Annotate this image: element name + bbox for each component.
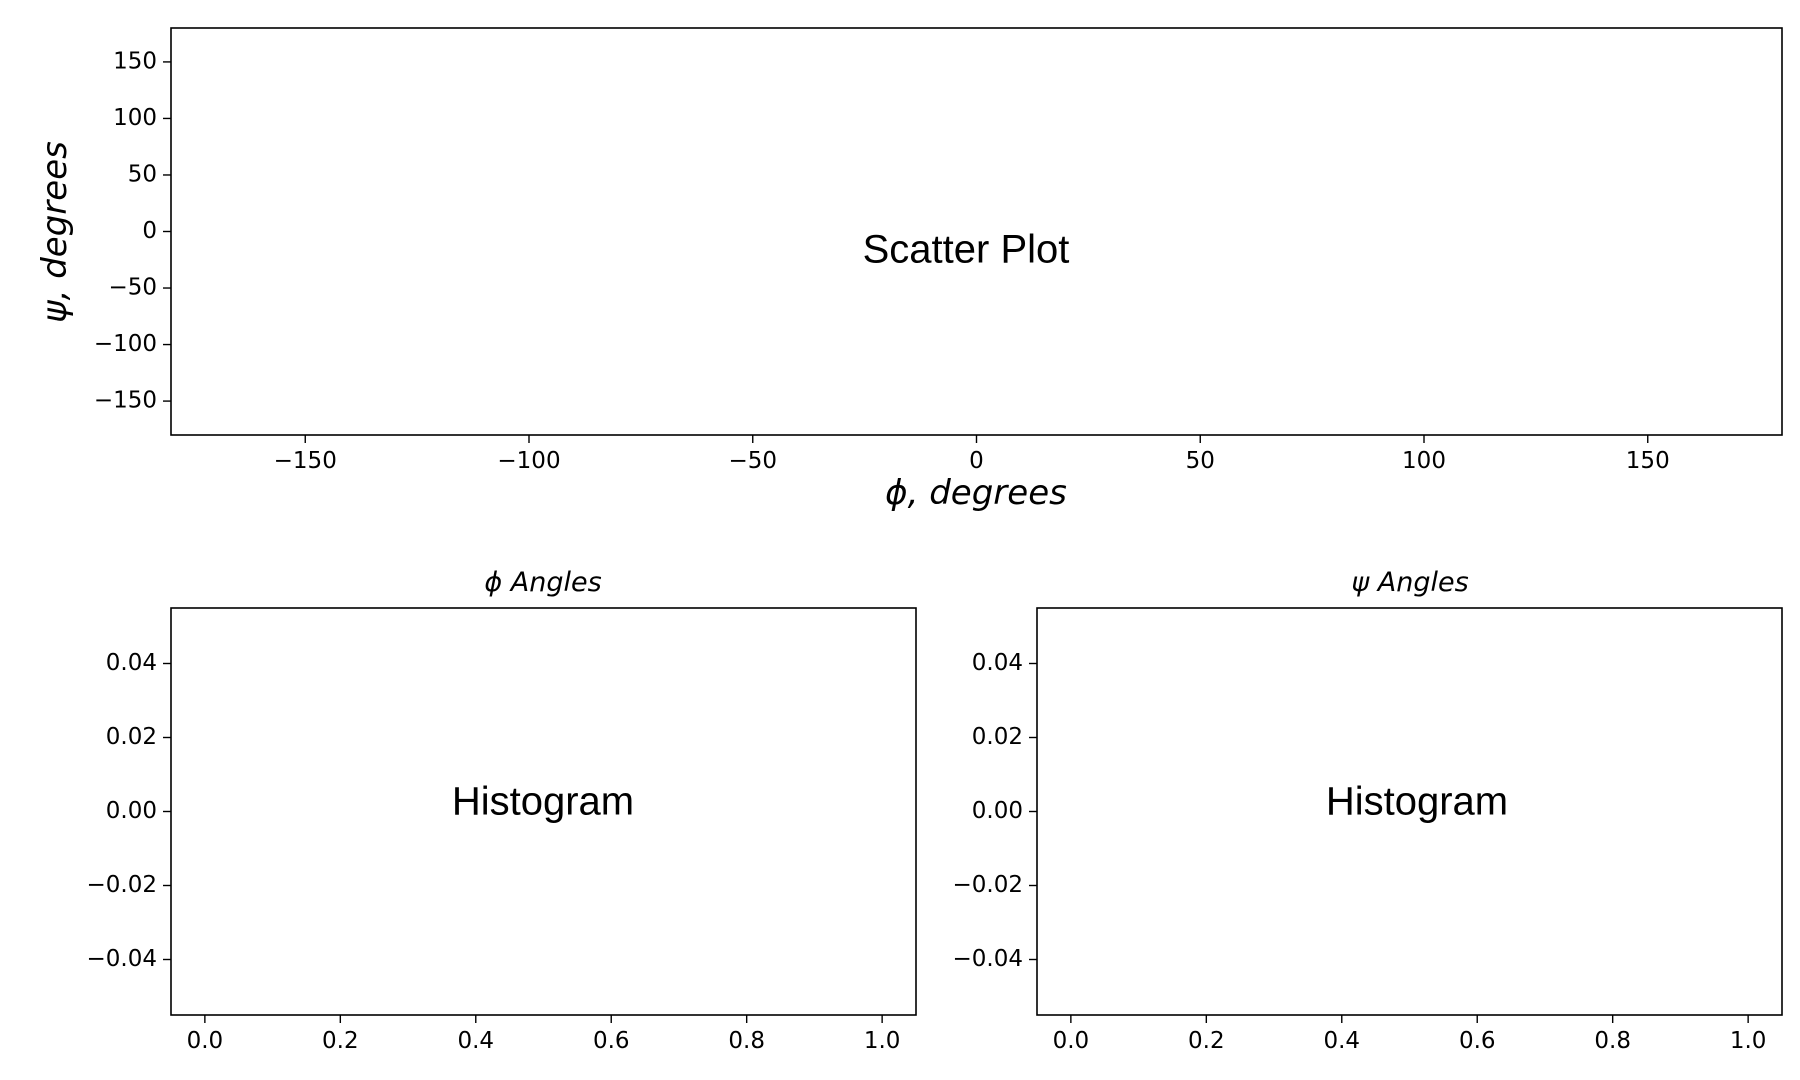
psi-histogram-title: ψ Angles: [1351, 567, 1468, 598]
scatter-y-tick-label: 150: [113, 48, 157, 74]
psi-histogram-x-tick-label: 0.4: [1323, 1028, 1360, 1054]
scatter-x-tick-label: 100: [1402, 448, 1446, 474]
phi-histogram-y-ticks: −0.04 −0.02 0.00 0.02 0.04: [87, 650, 171, 972]
psi-histogram-panel: ψ Angles 0.0 0.2 0.4 0.6 0.8 1.0 −0.04 −0.02 0.…: [953, 567, 1783, 1054]
scatter-y-tick-label: 0: [142, 218, 157, 244]
scatter-y-ticks: −150 −100 −50 0 50 100 150: [94, 48, 171, 414]
scatter-y-tick-label: −100: [94, 331, 157, 357]
scatter-panel: −150 −100 −50 0 50 100 150 −150 −100 −50 0 50 100 15…: [35, 27, 1783, 513]
scatter-y-tick-label: −150: [94, 388, 157, 414]
psi-histogram-y-tick-label: 0.00: [972, 798, 1023, 824]
psi-histogram-x-tick-label: 0.0: [1053, 1028, 1090, 1054]
psi-histogram-y-tick-label: −0.02: [953, 872, 1023, 898]
scatter-y-tick-label: 50: [128, 161, 157, 187]
psi-histogram-x-tick-label: 1.0: [1730, 1028, 1767, 1054]
psi-histogram-y-tick-label: 0.04: [972, 650, 1023, 676]
phi-histogram-y-tick-label: −0.02: [87, 872, 157, 898]
phi-histogram-x-tick-label: 0.0: [187, 1028, 224, 1054]
psi-histogram-y-ticks: −0.04 −0.02 0.00 0.02 0.04: [953, 650, 1037, 972]
scatter-y-tick-label: −50: [108, 275, 157, 301]
phi-histogram-y-tick-label: 0.00: [106, 798, 157, 824]
scatter-x-ticks: −150 −100 −50 0 50 100 150: [274, 435, 1670, 474]
psi-histogram-x-tick-label: 0.6: [1459, 1028, 1496, 1054]
phi-histogram-x-tick-label: 1.0: [864, 1028, 901, 1054]
phi-histogram-y-tick-label: 0.02: [106, 724, 157, 750]
scatter-x-tick-label: 50: [1186, 448, 1215, 474]
phi-histogram-annotation: Histogram: [452, 780, 634, 824]
psi-histogram-y-tick-label: 0.02: [972, 724, 1023, 750]
phi-histogram-x-ticks: 0.0 0.2 0.4 0.6 0.8 1.0: [187, 1015, 901, 1054]
scatter-x-tick-label: −50: [728, 448, 777, 474]
scatter-plot-annotation: Scatter Plot: [863, 228, 1070, 272]
psi-histogram-x-tick-label: 0.8: [1594, 1028, 1631, 1054]
psi-histogram-y-tick-label: −0.04: [953, 946, 1023, 972]
scatter-x-tick-label: −100: [497, 448, 560, 474]
scatter-y-tick-label: 100: [113, 105, 157, 131]
phi-histogram-x-tick-label: 0.4: [457, 1028, 494, 1054]
phi-histogram-y-tick-label: −0.04: [87, 946, 157, 972]
psi-histogram-x-tick-label: 0.2: [1188, 1028, 1225, 1054]
psi-histogram-x-ticks: 0.0 0.2 0.4 0.6 0.8 1.0: [1053, 1015, 1767, 1054]
phi-histogram-x-tick-label: 0.6: [593, 1028, 630, 1054]
scatter-x-tick-label: 150: [1626, 448, 1670, 474]
scatter-y-axis-label: ψ, degrees: [35, 141, 75, 323]
scatter-x-axis-label: ϕ, degrees: [885, 473, 1067, 513]
phi-histogram-panel: ϕ Angles 0.0 0.2 0.4 0.6 0.8 1.0 −0.04 −0.02 0.…: [87, 567, 917, 1054]
psi-histogram-annotation: Histogram: [1326, 780, 1508, 824]
scatter-x-tick-label: −150: [274, 448, 337, 474]
phi-histogram-x-tick-label: 0.8: [728, 1028, 765, 1054]
phi-histogram-y-tick-label: 0.04: [106, 650, 157, 676]
scatter-x-tick-label: 0: [969, 448, 984, 474]
phi-histogram-title: ϕ Angles: [484, 567, 601, 598]
phi-histogram-x-tick-label: 0.2: [322, 1028, 359, 1054]
